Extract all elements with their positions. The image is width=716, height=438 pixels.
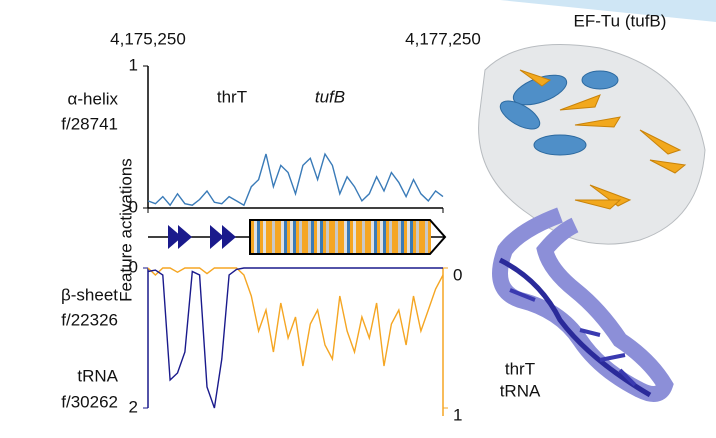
gene-stripe: [320, 221, 323, 253]
gene-stripe: [290, 221, 293, 253]
feature-id: f/30262: [61, 392, 118, 411]
gene-stripe: [401, 221, 404, 253]
gene-stripe: [302, 221, 305, 253]
gene-stripe: [326, 221, 329, 253]
gene-stripe: [266, 221, 269, 253]
gene-stripe: [311, 221, 314, 253]
structure-image: [478, 44, 706, 402]
x-tick-label: 4,177,250: [405, 29, 481, 48]
y-axis-title: Feature activations: [116, 158, 135, 302]
gene-stripe: [395, 221, 398, 253]
gene-stripe: [293, 221, 296, 253]
gene-label: thrT: [217, 87, 247, 106]
gene-stripe: [368, 221, 371, 253]
gene-stripe: [344, 221, 347, 253]
gene-stripe: [422, 221, 425, 253]
gene-stripe: [398, 221, 401, 253]
gene-stripe: [287, 221, 290, 253]
gene-stripe: [356, 221, 359, 253]
gene-stripe: [281, 221, 284, 253]
gene-stripe: [314, 221, 317, 253]
gene-stripe: [416, 221, 419, 253]
gene-stripe: [392, 221, 395, 253]
gene-stripe: [275, 221, 278, 253]
gene-stripe: [335, 221, 338, 253]
x-tick-label: 4,175,250: [110, 29, 186, 48]
gene-stripe: [377, 221, 380, 253]
gene-stripe: [305, 221, 308, 253]
gene-stripe: [341, 221, 344, 253]
gene-stripe: [425, 221, 428, 253]
structure-title: EF-Tu (tufB): [574, 11, 667, 30]
data-line: [147, 267, 444, 367]
decor-wedge: [500, 0, 716, 22]
gene-stripe: [260, 221, 263, 253]
gene-stripe: [254, 221, 257, 253]
series-label: β-sheet: [61, 285, 118, 304]
y-tick-label: 1: [129, 55, 138, 74]
gene-stripe: [299, 221, 302, 253]
y-tick-label: 2: [129, 397, 138, 416]
gene-stripe: [371, 221, 374, 253]
gene-stripe: [362, 221, 365, 253]
gene-stripe: [389, 221, 392, 253]
gene-stripe: [407, 221, 410, 253]
data-line: [147, 267, 443, 409]
gene-stripe: [359, 221, 362, 253]
gene-stripe: [269, 221, 272, 253]
gene-stripe: [263, 221, 266, 253]
series-label: α-helix: [68, 89, 119, 108]
gene-stripe: [296, 221, 299, 253]
gene-stripe: [323, 221, 326, 253]
gene-stripe: [329, 221, 332, 253]
gene-stripe: [413, 221, 416, 253]
gene-stripe: [257, 221, 260, 253]
gene-stripe: [380, 221, 383, 253]
gene-stripe: [374, 221, 377, 253]
structure-label: thrT: [505, 359, 535, 378]
gene-stripe: [350, 221, 353, 253]
data-line: [147, 152, 444, 207]
gene-stripe: [365, 221, 368, 253]
gene-stripe: [353, 221, 356, 253]
gene-track: [148, 219, 447, 255]
structure-label: tRNA: [500, 381, 541, 400]
gene-stripe: [404, 221, 407, 253]
gene-stripe: [428, 221, 431, 253]
feature-id: f/22326: [61, 310, 118, 329]
gene-stripe: [317, 221, 320, 253]
gene-stripe: [383, 221, 386, 253]
gene-stripe: [347, 221, 350, 253]
y-tick-label: 0: [129, 197, 138, 216]
gene-stripe: [284, 221, 287, 253]
gene-stripe: [410, 221, 413, 253]
gene-label: tufB: [315, 87, 345, 106]
y2-tick-label: 0: [453, 265, 462, 284]
y2-tick-label: 1: [453, 405, 462, 424]
gene-stripe: [386, 221, 389, 253]
gene-stripe: [338, 221, 341, 253]
gene-stripe: [278, 221, 281, 253]
gene-stripe: [332, 221, 335, 253]
series-label: tRNA: [77, 366, 118, 385]
gene-stripe: [272, 221, 275, 253]
gene-stripe: [308, 221, 311, 253]
gene-stripe: [251, 221, 254, 253]
gene-stripe: [419, 221, 422, 253]
feature-id: f/28741: [61, 114, 118, 133]
y-tick-label: 0: [129, 257, 138, 276]
